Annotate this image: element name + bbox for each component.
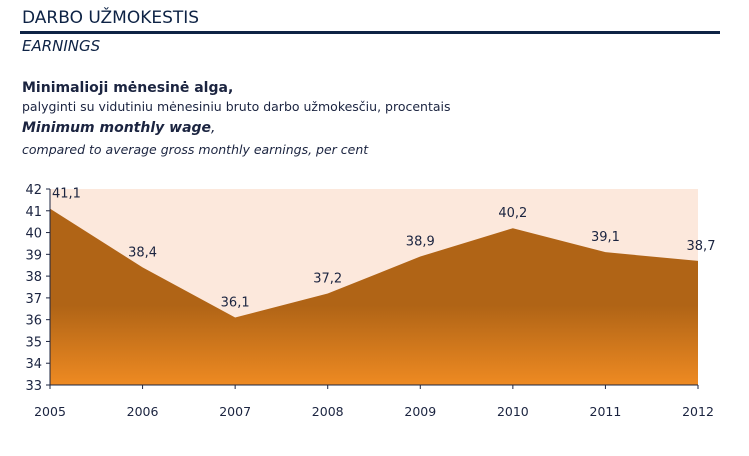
y-tick-label: 38 xyxy=(25,270,42,285)
chart-title-en-comma: , xyxy=(211,120,216,136)
y-tick-label: 33 xyxy=(25,379,42,394)
data-label: 39,1 xyxy=(591,230,620,245)
section-title-en: EARNINGS xyxy=(22,37,101,55)
chart-title-lt: Minimalioji mėnesinė alga, xyxy=(22,80,233,96)
y-tick-label: 36 xyxy=(25,314,42,329)
x-tick-label: 2009 xyxy=(404,404,436,419)
area-series xyxy=(50,208,698,385)
data-label: 38,7 xyxy=(687,239,716,254)
data-label: 37,2 xyxy=(313,272,342,287)
y-tick-label: 42 xyxy=(25,183,42,198)
x-tick-label: 2011 xyxy=(590,404,622,419)
header-divider xyxy=(20,31,720,34)
y-tick-label: 35 xyxy=(25,335,42,350)
x-tick-label: 2006 xyxy=(127,404,159,419)
chart-title-en-main: Minimum monthly wage xyxy=(22,120,212,136)
y-tick-label: 39 xyxy=(25,248,42,263)
y-tick-label: 34 xyxy=(25,357,42,372)
data-label: 38,4 xyxy=(128,245,157,260)
section-title-lt: DARBO UŽMOKESTIS xyxy=(22,8,200,28)
chart-title-en: Minimum monthly wage, xyxy=(22,120,216,136)
x-tick-label: 2010 xyxy=(497,404,529,419)
data-label: 38,9 xyxy=(406,235,435,250)
chart-title-lt-main: Minimalioji mėnesinė alga, xyxy=(22,80,234,96)
y-tick-label: 37 xyxy=(25,292,42,307)
data-label: 40,2 xyxy=(498,206,527,221)
x-tick-label: 2008 xyxy=(312,404,344,419)
y-tick-label: 41 xyxy=(25,205,42,220)
y-tick-label: 40 xyxy=(25,227,42,242)
x-tick-label: 2005 xyxy=(34,404,66,419)
chart-subtitle-lt: palyginti su vidutiniu mėnesiniu bruto d… xyxy=(22,99,451,114)
x-tick-label: 2012 xyxy=(682,404,714,419)
data-label: 36,1 xyxy=(221,295,250,310)
x-tick-label: 2007 xyxy=(219,404,251,419)
data-label: 41,1 xyxy=(52,187,81,202)
chart-subtitle-en: compared to average gross monthly earnin… xyxy=(22,142,369,157)
